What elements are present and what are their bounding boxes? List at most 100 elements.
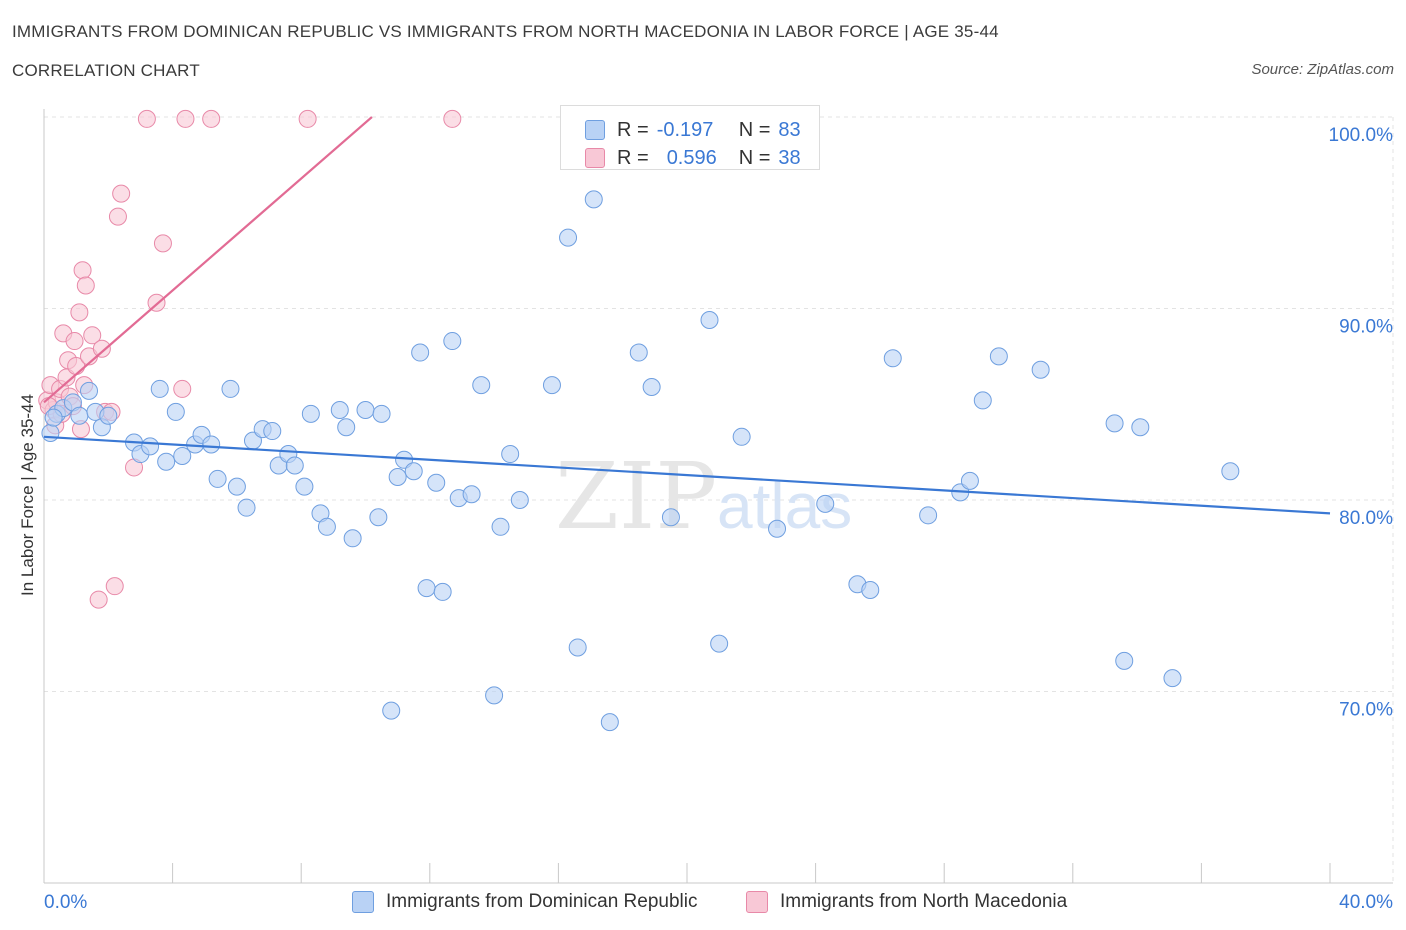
- n-label: N =: [738, 146, 771, 169]
- blue-point: [202, 435, 221, 454]
- blue-point: [700, 310, 719, 329]
- blue-point: [462, 485, 481, 504]
- y-tick-label: 70.0%: [1339, 700, 1393, 721]
- r-value-pink: 0.596: [666, 146, 717, 169]
- x-tick-label: 0.0%: [44, 892, 87, 913]
- x-tick-label: 40.0%: [1339, 892, 1393, 913]
- blue-point: [472, 376, 491, 395]
- blue-point: [559, 228, 578, 247]
- blue-point: [491, 517, 510, 536]
- pink-point: [173, 379, 192, 398]
- blue-point: [70, 406, 89, 425]
- blue-point: [960, 471, 979, 490]
- legend-blue-label: Immigrants from Dominican Republic: [386, 891, 698, 912]
- blue-point: [584, 190, 603, 209]
- blue-point: [1221, 462, 1240, 481]
- blue-trend-line: [43, 435, 1331, 515]
- blue-point: [372, 404, 391, 423]
- axes: [43, 109, 1393, 884]
- n-value-pink: 38: [778, 146, 801, 169]
- blue-point: [661, 508, 680, 527]
- pink-point: [137, 109, 156, 128]
- y-tick-label: 100.0%: [1329, 125, 1394, 146]
- blue-point: [173, 446, 192, 465]
- blue-point: [295, 477, 314, 496]
- y-axis-label: In Labor Force | Age 35-44: [18, 394, 37, 596]
- blue-point: [1115, 651, 1134, 670]
- blue-point: [1105, 414, 1124, 433]
- blue-point: [883, 349, 902, 368]
- pink-point: [153, 234, 172, 253]
- blue-point: [973, 391, 992, 410]
- pink-point: [443, 109, 462, 128]
- pink-point: [176, 109, 195, 128]
- blue-point: [150, 379, 169, 398]
- blue-point: [768, 519, 787, 538]
- y-tick-label: 90.0%: [1339, 317, 1393, 338]
- legend-pink-label: Immigrants from North Macedonia: [780, 891, 1068, 912]
- blue-point: [816, 494, 835, 513]
- legend-item-blue: Immigrants from Dominican Republic: [352, 889, 698, 915]
- watermark-zip: ZIP: [555, 443, 717, 550]
- blue-point: [600, 713, 619, 732]
- blue-point: [44, 408, 63, 427]
- blue-series-points: [41, 190, 1240, 732]
- blue-point: [568, 638, 587, 657]
- blue-point: [1031, 360, 1050, 379]
- y-tick-label: 80.0%: [1339, 508, 1393, 529]
- pink-point: [65, 332, 84, 351]
- chart-title: IMMIGRANTS FROM DOMINICAN REPUBLIC VS IM…: [12, 22, 999, 41]
- blue-point: [369, 508, 388, 527]
- blue-point: [989, 347, 1008, 366]
- pink-point: [108, 207, 127, 226]
- legend-pink-swatch: [746, 891, 768, 913]
- blue-point: [263, 422, 282, 441]
- stats-row-pink: R = 0.596 N = 38: [585, 145, 801, 171]
- blue-point: [356, 400, 375, 419]
- blue-point: [166, 402, 185, 421]
- blue-point: [732, 427, 751, 446]
- pink-trend-line: [43, 116, 373, 404]
- blue-point: [501, 445, 520, 464]
- stats-box: R = -0.197 N = 83 R = 0.596 N = 38: [560, 105, 820, 170]
- blue-point: [443, 332, 462, 351]
- blue-point: [404, 462, 423, 481]
- blue-point: [427, 473, 446, 492]
- watermark: ZIP atlas: [555, 443, 852, 550]
- blue-point: [221, 379, 240, 398]
- blue-point: [382, 701, 401, 720]
- legend-blue-swatch: [352, 891, 374, 913]
- legend-item-pink: Immigrants from North Macedonia: [746, 889, 1067, 915]
- pink-point: [76, 276, 95, 295]
- blue-point: [41, 423, 60, 442]
- blue-point: [285, 456, 304, 475]
- stats-row-blue: R = -0.197 N = 83: [585, 117, 801, 143]
- source-label: Source: ZipAtlas.com: [1251, 61, 1394, 78]
- blue-point: [485, 686, 504, 705]
- pink-point: [298, 109, 317, 128]
- blue-point: [237, 498, 256, 517]
- pink-swatch: [585, 148, 605, 168]
- blue-point: [510, 491, 529, 509]
- n-value-blue: 83: [778, 118, 801, 141]
- blue-point: [919, 506, 938, 525]
- pink-point: [202, 109, 221, 128]
- blue-point: [343, 529, 362, 548]
- blue-point: [1163, 669, 1182, 688]
- blue-point: [141, 437, 160, 456]
- trend-lines: [43, 116, 1331, 515]
- blue-point: [301, 404, 320, 423]
- blue-point: [710, 634, 729, 653]
- blue-point: [80, 381, 99, 400]
- blue-point: [227, 477, 246, 496]
- blue-point: [1131, 418, 1150, 437]
- pink-point: [73, 261, 92, 280]
- pink-point: [92, 339, 111, 358]
- n-label: N =: [738, 118, 771, 141]
- blue-point: [861, 581, 880, 600]
- pink-point: [112, 184, 131, 203]
- blue-point: [157, 452, 176, 471]
- blue-point: [337, 418, 356, 437]
- blue-point: [433, 582, 452, 601]
